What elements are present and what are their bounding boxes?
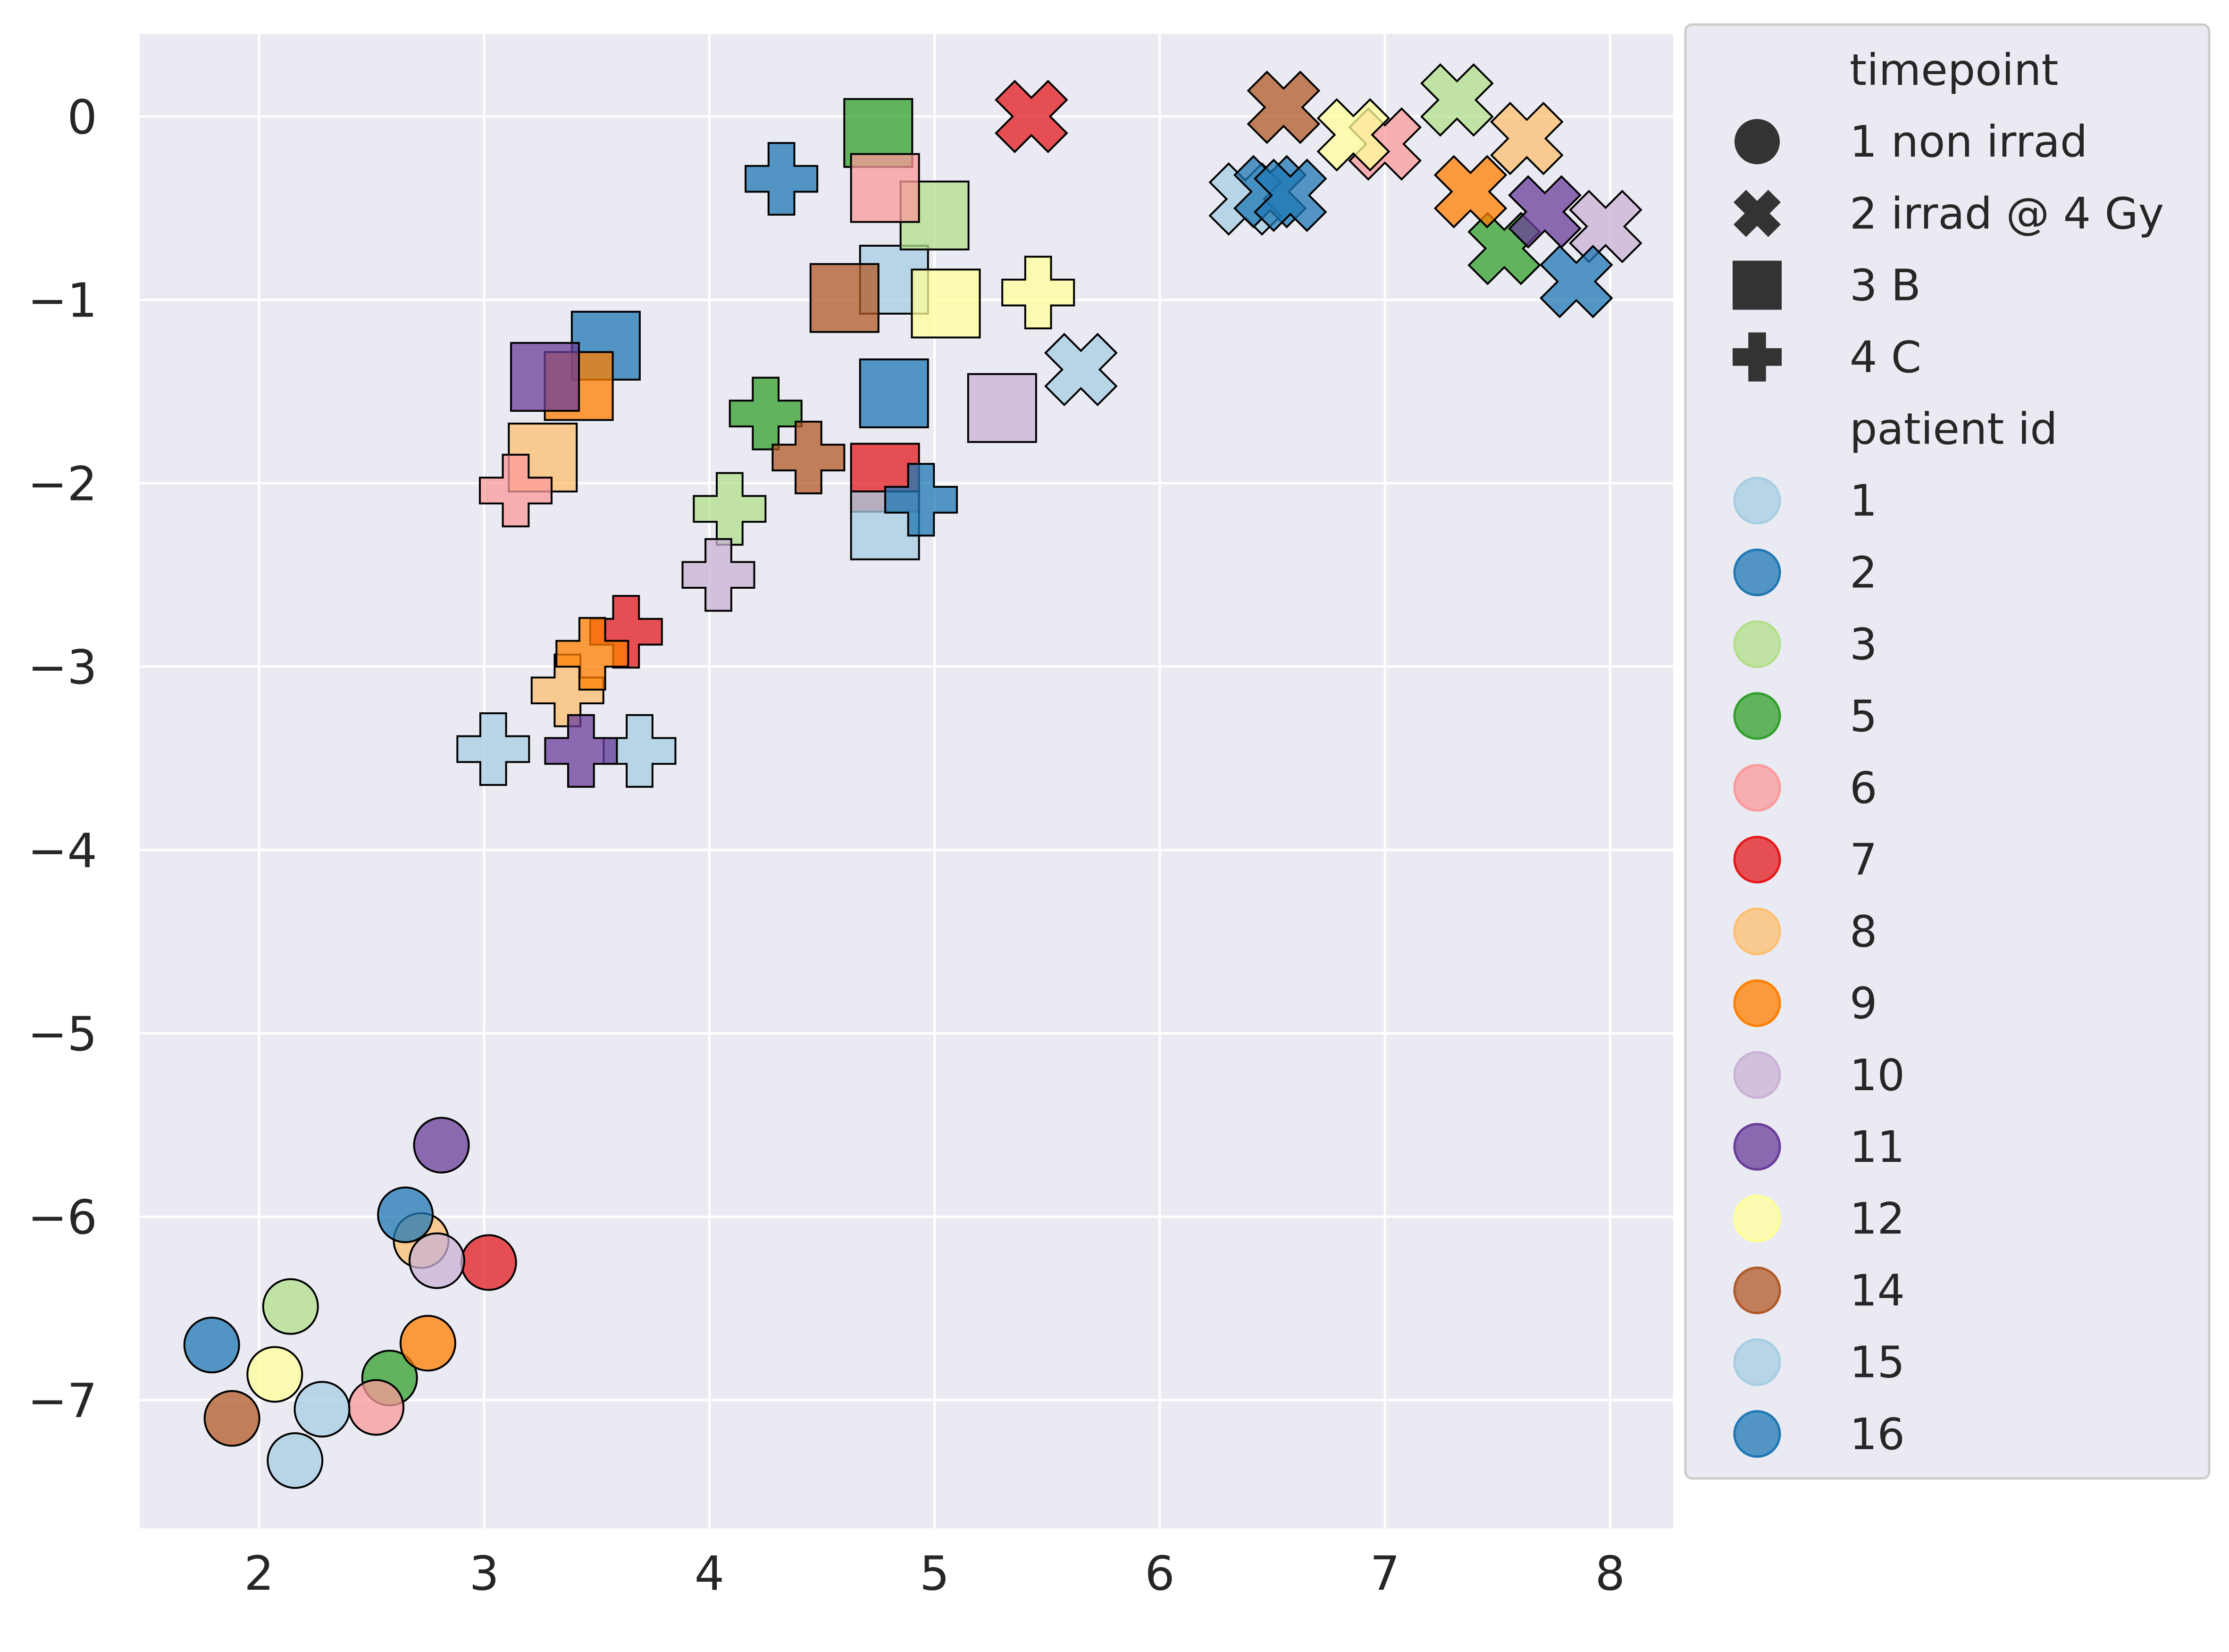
legend-patient-label: 14 — [1850, 1265, 1905, 1316]
point-circle-patient-12 — [246, 1346, 303, 1403]
point-circle-patient-2 — [183, 1317, 240, 1374]
legend-circle-icon — [1733, 1338, 1781, 1386]
legend-title-timepoint: timepoint — [1850, 45, 2058, 95]
legend-timepoint-label: 2 irrad @ 4 Gy — [1850, 188, 2164, 239]
legend-circle-icon — [1733, 476, 1781, 525]
legend-patient-label: 8 — [1850, 906, 1877, 957]
legend-plus-icon — [1733, 332, 1782, 382]
point-circle-patient-15 — [293, 1381, 351, 1438]
legend-patient-label: 1 — [1850, 476, 1877, 526]
point-square-patient-11 — [510, 342, 580, 412]
legend-circle-icon — [1733, 907, 1781, 955]
legend-square-icon — [1733, 260, 1782, 310]
y-tick-label: −4 — [28, 823, 97, 878]
x-tick-label: 2 — [244, 1546, 274, 1601]
legend-circle-icon — [1733, 548, 1781, 596]
legend-timepoint-label: 4 C — [1850, 332, 1921, 383]
data-points — [183, 63, 1642, 1489]
point-x-patient-7 — [995, 80, 1068, 153]
legend-circle-icon — [1733, 1051, 1781, 1099]
point-x-patient-8 — [1490, 101, 1564, 175]
point-circle-patient-11 — [413, 1117, 470, 1174]
point-plus-patient-10 — [681, 538, 755, 612]
legend: timepoint 1 non irrad 2 irrad @ 4 Gy 3 B 4 C… — [1684, 23, 2211, 1480]
legend-box — [1684, 23, 2211, 1480]
legend-circle-icon — [1733, 1266, 1781, 1314]
point-circle-patient-9 — [399, 1315, 456, 1372]
x-tick-label: 8 — [1595, 1546, 1626, 1601]
point-plus-patient-11 — [544, 714, 618, 788]
legend-circle-icon — [1733, 692, 1781, 740]
point-circle-patient-1 — [267, 1432, 324, 1489]
point-plus-patient-16 — [884, 463, 958, 537]
legend-timepoint-label: 1 non irrad — [1850, 117, 2087, 167]
point-plus-patient-15 — [456, 712, 530, 786]
point-square-patient-14 — [809, 263, 880, 333]
point-x-patient-12 — [1316, 98, 1391, 172]
legend-patient-label: 3 — [1850, 619, 1877, 670]
point-plus-patient-6 — [478, 453, 553, 527]
legend-patient-label: 5 — [1850, 691, 1877, 742]
point-plus-patient-9 — [555, 617, 629, 691]
y-tick-label: −3 — [28, 640, 97, 695]
legend-circle-icon — [1733, 1123, 1781, 1171]
y-axis-tick-labels: 0 −1 −2 −3 −4 −5 −6 −7 — [28, 90, 97, 1428]
point-circle-patient-16 — [377, 1186, 434, 1243]
point-x-patient-16 — [1253, 159, 1327, 232]
point-plus-patient-14 — [771, 420, 846, 494]
legend-patient-label: 9 — [1850, 978, 1877, 1029]
legend-patient-label: 12 — [1850, 1193, 1905, 1244]
point-circle-patient-7 — [460, 1234, 517, 1291]
legend-patient-label: 2 — [1850, 547, 1877, 598]
x-tick-label: 5 — [920, 1546, 950, 1601]
legend-circle-icon — [1735, 119, 1780, 165]
x-tick-label: 3 — [469, 1546, 499, 1601]
x-tick-label: 6 — [1145, 1546, 1175, 1601]
legend-timepoint-label: 3 B — [1850, 260, 1921, 311]
y-tick-label: 0 — [67, 90, 97, 145]
legend-title-patient-id: patient id — [1850, 404, 2058, 454]
y-tick-label: −7 — [28, 1373, 97, 1428]
legend-patient-label: 7 — [1850, 834, 1877, 885]
point-x-patient-3 — [1420, 63, 1494, 137]
legend-patient-label: 11 — [1850, 1122, 1905, 1172]
legend-circle-icon — [1733, 979, 1781, 1027]
y-tick-label: −6 — [28, 1190, 97, 1245]
point-x-patient-14 — [1247, 70, 1321, 144]
legend-patient-label: 16 — [1850, 1409, 1905, 1460]
legend-x-icon — [1733, 190, 1781, 237]
legend-circle-icon — [1733, 835, 1781, 884]
point-square-patient-10 — [967, 373, 1037, 443]
point-circle-patient-3 — [262, 1278, 319, 1335]
point-x-patient-16 — [1539, 244, 1613, 318]
point-square-patient-12 — [911, 268, 981, 339]
point-x-patient-15 — [1044, 333, 1118, 407]
point-plus-patient-3 — [693, 472, 767, 546]
legend-patient-label: 10 — [1850, 1050, 1905, 1101]
legend-circle-icon — [1733, 764, 1781, 812]
y-tick-label: −2 — [28, 456, 97, 511]
legend-circle-icon — [1733, 1410, 1781, 1458]
y-tick-label: −1 — [28, 273, 97, 328]
x-axis-tick-labels: 2 3 4 5 6 7 8 — [244, 1546, 1625, 1601]
point-circle-patient-10 — [408, 1232, 465, 1289]
legend-circle-icon — [1733, 1194, 1781, 1243]
point-x-patient-11 — [1508, 175, 1582, 249]
point-plus-patient-2 — [745, 142, 819, 216]
point-circle-patient-6 — [348, 1379, 405, 1436]
x-tick-label: 4 — [695, 1546, 725, 1601]
legend-patient-label: 6 — [1850, 763, 1877, 813]
legend-patient-label: 15 — [1850, 1337, 1905, 1388]
point-x-patient-9 — [1433, 155, 1508, 229]
point-square-patient-6 — [850, 153, 920, 223]
point-plus-patient-12 — [1001, 256, 1075, 330]
x-tick-label: 7 — [1370, 1546, 1400, 1601]
legend-circle-icon — [1733, 620, 1781, 668]
point-circle-patient-14 — [203, 1390, 260, 1447]
y-tick-label: −5 — [28, 1006, 97, 1061]
point-square-patient-16 — [859, 358, 929, 428]
